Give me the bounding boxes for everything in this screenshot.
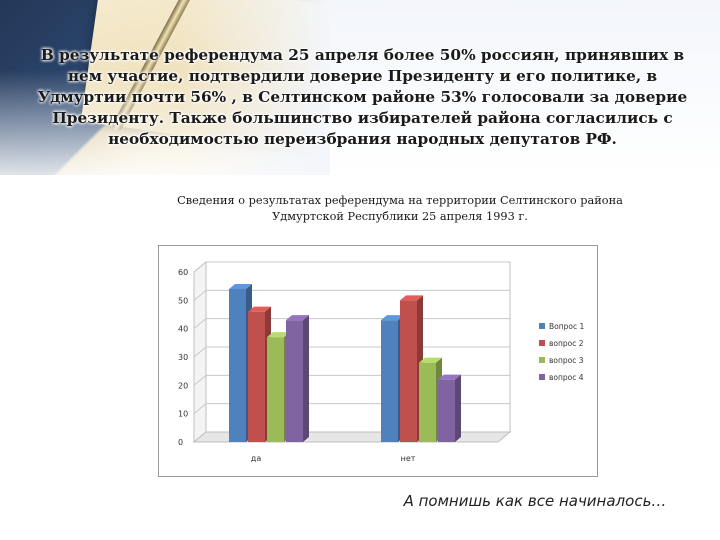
bar-front [248,311,265,442]
bar-top [286,315,309,321]
x-tick-label: нет [401,454,416,463]
bar-front [229,289,246,442]
gridline [193,261,510,273]
y-tick-label: 40 [178,325,188,334]
bar-top [267,332,290,338]
legend-swatch [539,340,545,346]
legend-label: вопрос 4 [549,373,584,382]
desk-photo [0,0,330,175]
x-tick-label: да [251,454,262,463]
y-tick-label: 30 [178,353,188,362]
bar-front [438,379,455,442]
bar-top [248,306,271,312]
bar-top [381,315,404,321]
y-tick-label: 10 [178,410,188,419]
bar-top [438,374,461,380]
legend-swatch [539,323,545,329]
bar-top [419,357,442,363]
gridline [193,289,510,301]
bar-front [419,362,436,442]
legend-label: вопрос 3 [549,356,584,365]
photo-fade [0,0,330,175]
y-tick-label: 60 [178,268,188,277]
bar-top [400,295,423,301]
legend-swatch [539,357,545,363]
legend-label: Вопрос 1 [549,322,584,331]
chart-subtitle: Сведения о результатах референдума на те… [177,194,623,223]
bar-side [303,315,309,442]
y-tick-label: 20 [178,381,188,390]
slide-caption: А помнишь как все начиналось… [403,492,667,510]
bar-front [400,300,417,442]
referendum-chart: 0 10 20 30 40 50 60 да нет Вопрос 1 вопрос 2 вопрос… [178,260,584,463]
bar-side [455,374,461,442]
bar-front [381,320,398,442]
legend-swatch [539,374,545,380]
bar-front [286,320,303,442]
bar-top [229,284,252,289]
bar-front [267,337,284,442]
legend-label: вопрос 2 [549,339,584,348]
slide-heading: В результате референдума 25 апреля более… [37,46,688,148]
y-tick-label: 50 [178,296,188,305]
y-tick-label: 0 [178,438,183,447]
